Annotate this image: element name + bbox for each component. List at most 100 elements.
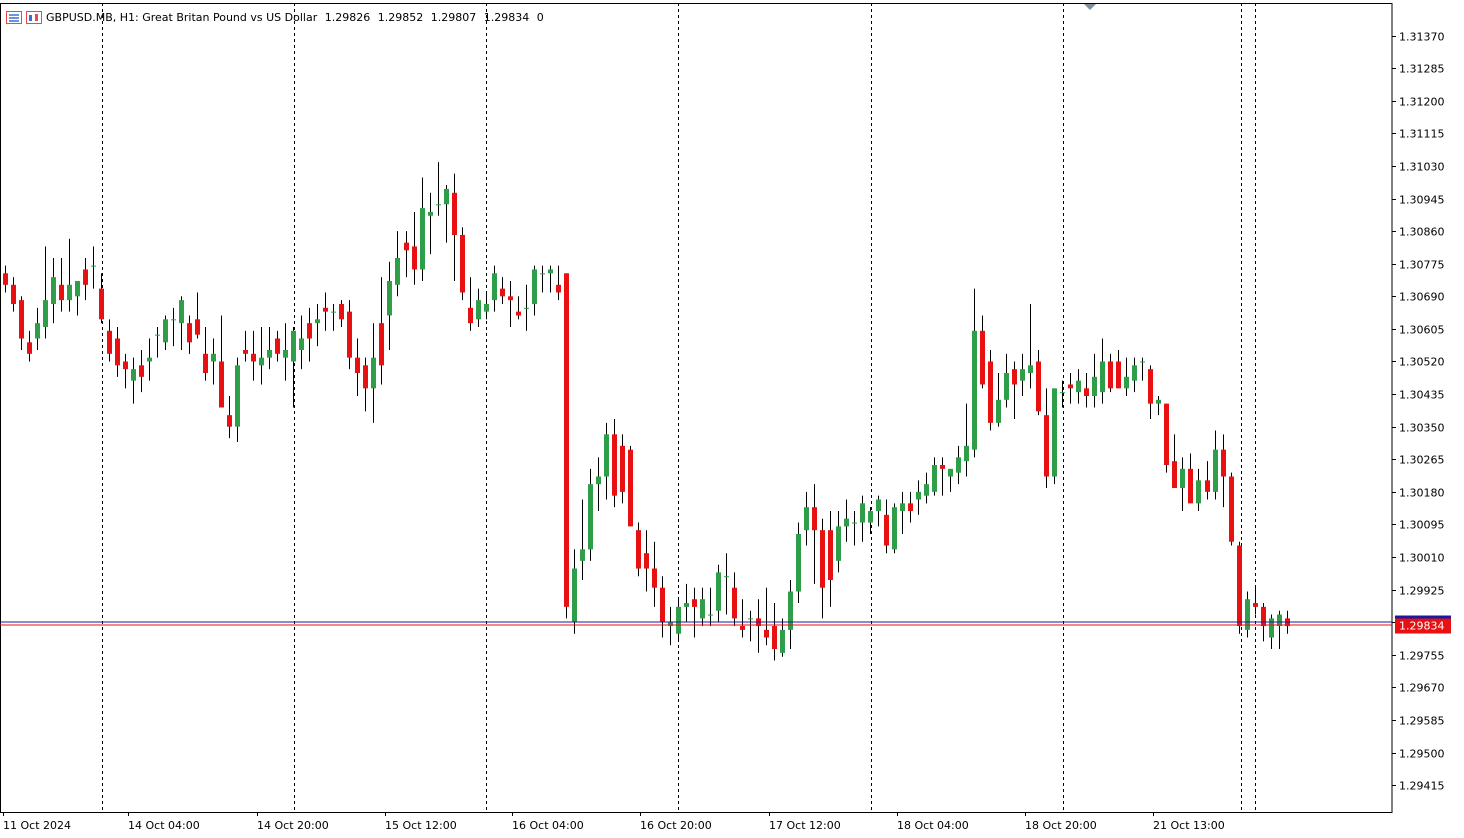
candle <box>1269 614 1274 650</box>
candle-body <box>740 626 745 630</box>
candle <box>1196 468 1201 512</box>
candle <box>1116 349 1121 389</box>
candle-body <box>355 357 360 373</box>
candle-body <box>1092 376 1097 396</box>
candle <box>932 457 937 496</box>
candle <box>780 618 785 657</box>
candle <box>35 307 40 350</box>
candle <box>315 303 320 347</box>
candle <box>452 173 457 281</box>
y-tick-label: 1.29415 <box>1399 780 1445 793</box>
candle <box>988 349 993 431</box>
candle-body <box>1156 399 1161 404</box>
x-tick-label: 17 Oct 12:00 <box>769 819 841 832</box>
candle <box>540 265 545 293</box>
candle <box>844 499 849 542</box>
candle <box>1221 434 1226 508</box>
candle-body <box>19 300 24 339</box>
candle-body <box>1253 603 1258 607</box>
candle-body <box>59 284 64 301</box>
candle <box>139 349 144 393</box>
candle <box>436 162 441 216</box>
x-tick-label: 14 Oct 20:00 <box>257 819 329 832</box>
candle <box>820 518 825 619</box>
candle-body <box>484 303 489 312</box>
y-tick-label: 1.31115 <box>1399 128 1445 141</box>
candle-body <box>852 522 857 524</box>
candle <box>604 422 609 500</box>
x-tick-label: 21 Oct 13:00 <box>1153 819 1225 832</box>
candle-body <box>956 457 961 473</box>
candle <box>19 296 24 350</box>
candle <box>1052 388 1057 485</box>
candle-body <box>1245 599 1250 630</box>
ohlc-close: 1.29834 <box>483 10 530 24</box>
candle-body <box>3 273 8 285</box>
candle-body <box>1237 545 1242 627</box>
chart-window-icon[interactable] <box>26 10 42 24</box>
candle <box>355 338 360 396</box>
candle <box>916 480 921 515</box>
candle-body <box>996 399 1001 423</box>
y-tick-label: 1.30605 <box>1399 324 1445 337</box>
candle-body <box>147 357 152 362</box>
y-tick-label: 1.31285 <box>1399 63 1445 76</box>
candle <box>1277 610 1282 650</box>
candle <box>339 300 344 327</box>
candle-body <box>500 288 505 297</box>
candle-body <box>1269 618 1274 638</box>
candle <box>420 177 425 281</box>
candle <box>524 284 529 331</box>
candle-body <box>75 280 80 297</box>
candle-body <box>203 353 208 373</box>
candle <box>91 246 96 289</box>
candle <box>147 338 152 381</box>
x-tick-label: 11 Oct 2024 <box>3 819 71 832</box>
candle <box>708 587 713 627</box>
candle <box>323 292 328 331</box>
candle <box>764 587 769 646</box>
candle <box>195 292 200 339</box>
candle-body <box>516 311 521 316</box>
candles <box>3 162 1290 661</box>
y-tick-label: 1.30265 <box>1399 454 1445 467</box>
candle-body <box>780 629 785 653</box>
candle <box>387 261 392 350</box>
ohlc-open: 1.29826 <box>324 10 371 24</box>
grid-lines <box>0 3 1393 813</box>
candle <box>99 273 104 324</box>
candle-body <box>964 445 969 462</box>
candle <box>131 357 136 404</box>
candle-body <box>107 330 112 354</box>
candle-body <box>532 269 537 304</box>
candle-body <box>588 484 593 550</box>
candle <box>956 445 961 485</box>
candle <box>828 511 833 607</box>
candle-body <box>1060 392 1065 394</box>
candle <box>1004 353 1009 408</box>
ohlc-volume: 0 <box>536 10 544 24</box>
x-tick-label: 16 Oct 04:00 <box>512 819 584 832</box>
candle <box>51 257 56 324</box>
candle <box>788 580 793 650</box>
candle <box>1132 357 1137 393</box>
candle-body <box>1012 369 1017 385</box>
candle <box>67 238 72 312</box>
candle <box>1140 357 1145 381</box>
chart-list-icon[interactable] <box>6 10 22 24</box>
symbol-info: GBPUSD.MB, H1: Great Britan Pound vs US … <box>46 11 548 24</box>
candle <box>1188 453 1193 504</box>
candle <box>395 231 400 297</box>
axes: 1.31370 1.31285 1.31200 1.31115 1.31030 1.309… <box>3 4 1451 832</box>
candle-body <box>700 599 705 619</box>
candle-body <box>540 273 545 275</box>
candle <box>227 395 232 439</box>
candle <box>572 549 577 634</box>
x-tick-label: 15 Oct 12:00 <box>385 819 457 832</box>
candle <box>804 491 809 546</box>
candle <box>564 273 569 619</box>
candle <box>428 192 433 255</box>
candle-body <box>91 265 96 267</box>
